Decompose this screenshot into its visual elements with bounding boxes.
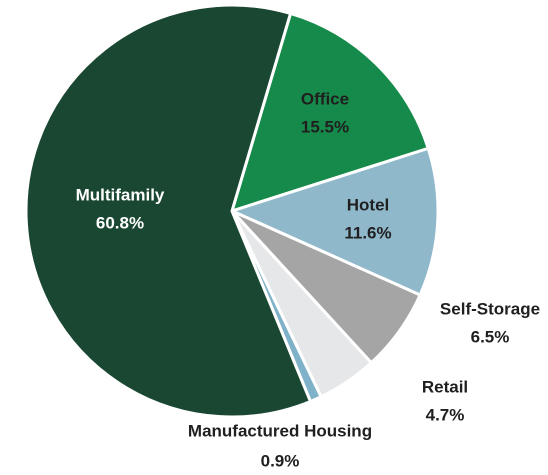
- slice-name: Multifamily: [76, 185, 165, 204]
- slice-value: 15.5%: [301, 117, 349, 136]
- pie-slice: [24, 3, 313, 419]
- slice-value: 6.5%: [471, 327, 510, 346]
- slice-name: Hotel: [347, 195, 390, 214]
- slice-value: 0.9%: [261, 451, 300, 470]
- slice-value: 4.7%: [426, 405, 465, 424]
- slice-name: Retail: [422, 377, 468, 396]
- slice-name: Office: [301, 89, 349, 108]
- pie-slice: [229, 11, 431, 214]
- pie-slice: [227, 146, 440, 297]
- slice-value: 60.8%: [96, 213, 144, 232]
- slice-name: Self-Storage: [440, 299, 540, 318]
- slice-value: 11.6%: [344, 223, 391, 242]
- slice-name: Manufactured Housing: [188, 421, 372, 440]
